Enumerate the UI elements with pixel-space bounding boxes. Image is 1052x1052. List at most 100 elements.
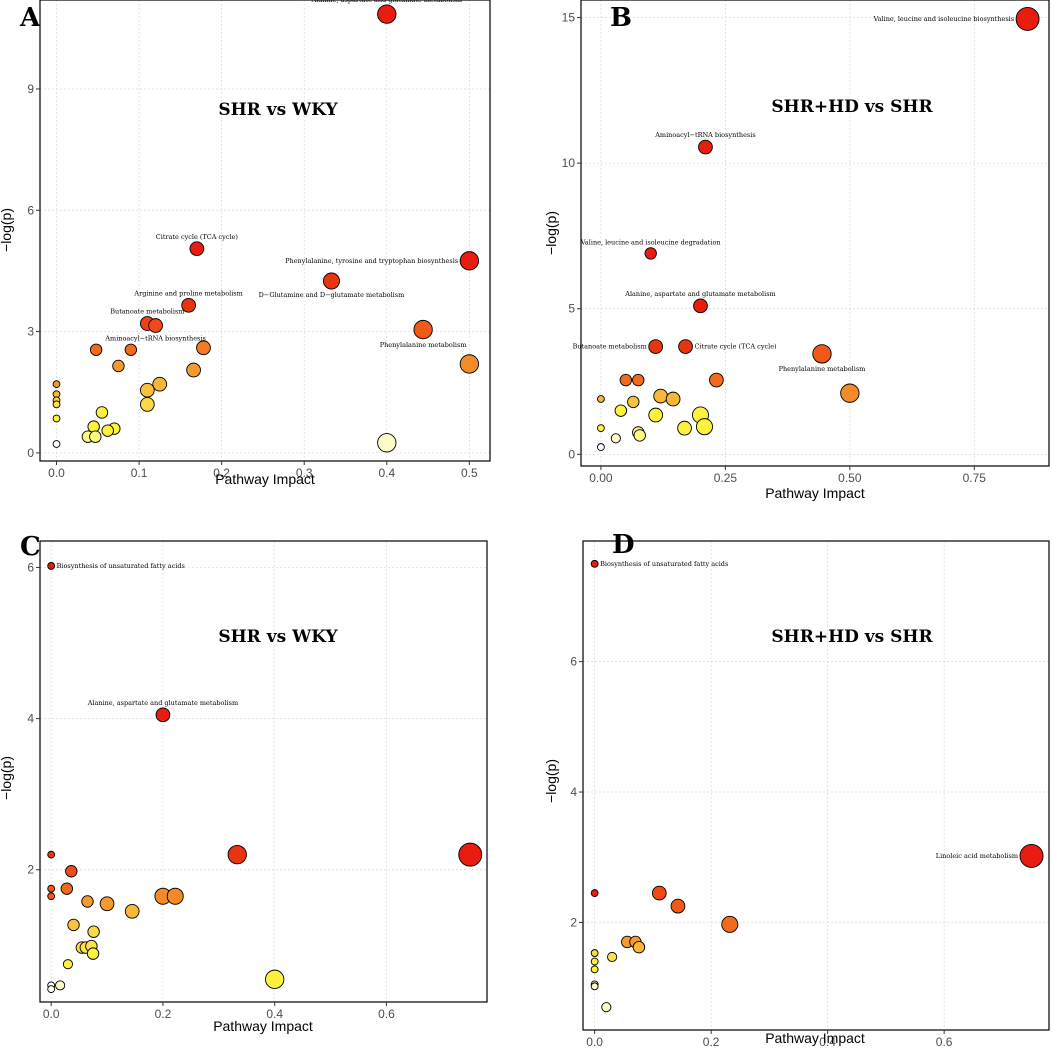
scatter-point	[695, 418, 713, 436]
scatter-point	[52, 414, 61, 423]
point-label: Butanoate metabolism	[110, 308, 184, 316]
scatter-point	[47, 985, 56, 994]
scatter-point	[677, 420, 692, 436]
scatter-point	[52, 440, 61, 448]
scatter-point	[709, 372, 724, 388]
point-label: Phenylalanine metabolism	[779, 365, 866, 373]
scatter-point	[607, 951, 618, 963]
scatter-point	[721, 915, 739, 933]
scatter-point	[459, 251, 480, 271]
scatter-point	[632, 940, 646, 954]
scatter-point	[95, 406, 109, 419]
x-tick-label: 0.0	[586, 1035, 603, 1049]
point-label: Butanoate metabolism	[573, 343, 647, 351]
panel-letter: B	[610, 3, 632, 33]
scatter-point	[590, 957, 599, 966]
scatter-point	[678, 339, 693, 354]
x-axis-title: Pathway Impact	[213, 1018, 313, 1034]
plot-frame	[39, 0, 491, 462]
x-tick-label: 0.75	[963, 471, 987, 485]
x-axis-title: Pathway Impact	[765, 1030, 865, 1046]
scatter-point	[155, 707, 171, 723]
scatter-point	[648, 407, 664, 423]
scatter-point	[139, 397, 155, 412]
y-tick-label: 6	[27, 203, 34, 217]
point-label: Valine, leucine and isoleucine biosynthe…	[873, 15, 1015, 23]
scatter-point	[189, 241, 205, 257]
x-tick-label: 0.4	[266, 1007, 283, 1021]
scatter-point	[227, 844, 247, 865]
scatter-point	[413, 319, 433, 340]
x-tick-label: 0.1	[131, 466, 148, 480]
y-axis-title: −log(p)	[0, 756, 14, 800]
x-tick-label: 0.25	[714, 471, 738, 485]
scatter-point	[81, 895, 94, 908]
point-label: Arginine and proline metabolism	[133, 289, 242, 297]
x-axis-title: Pathway Impact	[215, 471, 315, 487]
scatter-point	[101, 424, 114, 437]
y-tick-label: 4	[27, 712, 34, 726]
point-label: Citrate cycle (TCA cycle)	[694, 343, 777, 351]
x-tick-label: 0.3	[296, 466, 313, 480]
scatter-point	[60, 882, 74, 895]
point-label: Aminoacyl−tRNA biosynthesis	[654, 131, 755, 139]
scatter-point	[619, 373, 633, 387]
point-label: Valine, leucine and isoleucine degradati…	[580, 239, 721, 247]
plot-frame	[39, 540, 488, 1003]
scatter-point	[124, 903, 140, 919]
scatter-point	[148, 318, 163, 333]
panel-c: 0.0 0.2 0.4 0.6 2 4 6 Pathway Impact −log(p) C SHR…	[0, 532, 488, 1034]
y-tick-label: 3	[27, 325, 34, 339]
scatter-point	[1015, 6, 1040, 31]
scatter-point	[590, 889, 599, 897]
scatter-point	[653, 388, 669, 404]
scatter-point	[597, 424, 605, 433]
plot-frame	[582, 540, 1050, 1031]
scatter-point	[89, 343, 103, 356]
point-label: Alanine, aspartate and glutamate metabol…	[87, 699, 238, 707]
scatter-point	[632, 373, 645, 387]
scatter-point	[52, 380, 61, 389]
panel-title: SHR vs WKY	[218, 627, 338, 647]
scatter-point	[89, 430, 102, 443]
scatter-point	[377, 4, 397, 24]
y-tick-label: 6	[27, 560, 34, 574]
x-tick-label: 0.0	[43, 1007, 60, 1021]
panel-title: SHR+HD vs SHR	[771, 627, 933, 647]
scatter-point	[597, 395, 605, 403]
panel-d: 0.0 0.2 0.4 0.6 2 4 6 Pathway Impact −log(p) D SHR…	[543, 530, 1050, 1049]
scatter-point	[665, 391, 681, 407]
scatter-point	[590, 949, 599, 957]
scatter-point	[627, 395, 640, 409]
x-tick-label: 0.2	[703, 1035, 720, 1049]
scatter-point	[633, 429, 646, 442]
scatter-point	[62, 959, 73, 970]
scatter-point	[87, 925, 100, 938]
point-label: Alanine, aspartate and glutamate metabol…	[624, 290, 775, 298]
scatter-point	[152, 376, 168, 392]
scatter-point	[1019, 843, 1044, 868]
y-axis-title: −log(p)	[543, 759, 559, 803]
point-label: Biosynthesis of unsaturated fatty acids	[57, 562, 185, 570]
point-label: Phenylalanine, tyrosine and tryptophan b…	[285, 257, 458, 265]
scatter-point	[87, 420, 100, 433]
scatter-point	[614, 404, 628, 417]
x-tick-label: 0.6	[378, 1007, 395, 1021]
scatter-point	[139, 382, 155, 398]
scatter-point	[196, 340, 211, 356]
scatter-point	[47, 892, 56, 901]
panel-letter: D	[612, 530, 635, 560]
scatter-point	[840, 383, 860, 403]
scatter-point	[597, 443, 605, 451]
plot-frame	[580, 0, 1050, 467]
scatter-point	[610, 433, 621, 444]
x-tick-label: 0.2	[155, 1007, 172, 1021]
scatter-point	[458, 842, 483, 867]
y-axis-title: −log(p)	[0, 208, 14, 252]
x-tick-label: 0.50	[838, 471, 862, 485]
y-tick-label: 6	[570, 655, 577, 669]
scatter-point	[186, 362, 201, 378]
point-label: Alanine, aspartate and glutamate metabol…	[311, 0, 462, 4]
panel-b: 0.00 0.25 0.50 0.75 0 5 10 15 Pathway Impact −log…	[543, 0, 1050, 501]
